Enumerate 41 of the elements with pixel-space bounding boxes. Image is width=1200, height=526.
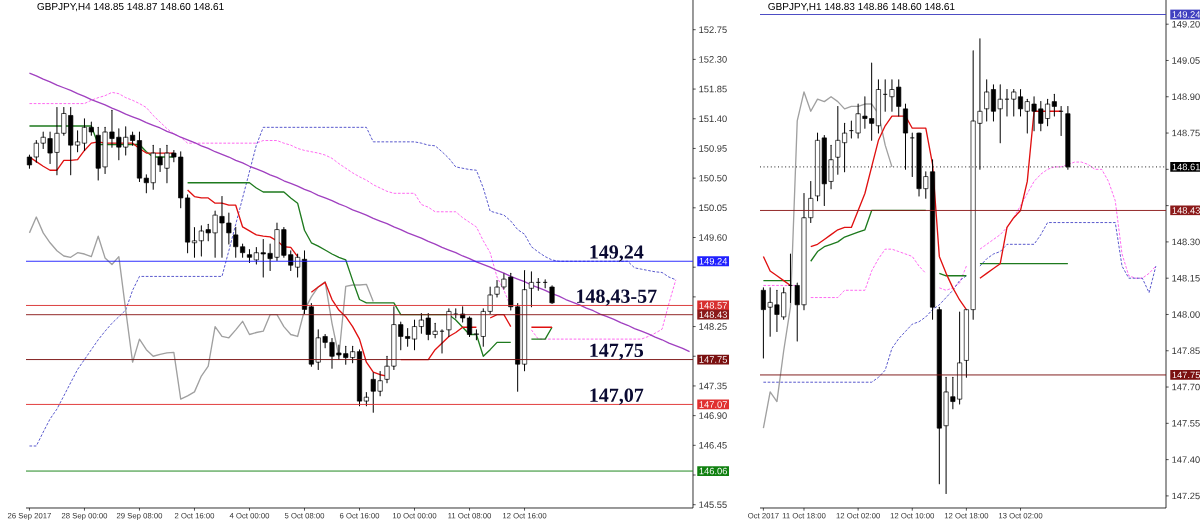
ref-line-label: 146.06 [699, 467, 727, 475]
y-tick-label: 149.05 [1172, 57, 1200, 64]
y-tick-label: 152.30 [699, 56, 727, 63]
y-tick-label: 150.50 [699, 174, 727, 182]
y-tick-label: 148.00 [1172, 311, 1200, 318]
ref-line-label: 147.07 [699, 401, 727, 408]
y-tick-label: 150.05 [699, 204, 727, 212]
y-tick-label: 147.85 [1172, 347, 1200, 355]
ref-line-label: 147.75 [699, 356, 728, 363]
y-tick-label: 149.60 [699, 234, 727, 241]
ref-line-label: 148.57 [699, 302, 727, 309]
ref-line-label: 149.24 [699, 257, 728, 265]
ref-line-label: 148.43 [699, 311, 727, 318]
annotation: 149,24 [590, 245, 644, 262]
y-tick-label: 148.25 [699, 323, 727, 330]
y-tick-label: 149.20 [1172, 20, 1200, 28]
y-tick-label: 147.25 [1172, 492, 1200, 500]
y-tick-label: 146.45 [699, 442, 727, 449]
ref-line-label: 149.24 [1172, 11, 1200, 18]
y-tick-label: 150.95 [699, 145, 727, 152]
y-tick-label: 145.55 [699, 501, 727, 508]
annotation: 147,75 [590, 343, 644, 360]
annotation: 147,07 [590, 388, 644, 405]
y-tick-label: 151.40 [699, 115, 727, 123]
y-tick-label: 148.75 [1172, 129, 1200, 137]
ref-line-label: 148.43 [1172, 207, 1200, 214]
y-tick-label: 147.40 [1172, 456, 1200, 463]
annotation: 148,43-57 [577, 289, 657, 306]
y-tick-label: 147.35 [699, 382, 727, 390]
y-tick-label: 148.30 [1172, 238, 1200, 246]
y-tick-label: 148.90 [1172, 93, 1200, 101]
ref-line-label: 148.61 [1172, 163, 1200, 171]
y-tick-label: 151.85 [699, 85, 727, 93]
y-tick-label: 148.15 [1172, 274, 1200, 282]
ref-line-label: 147.75 [1172, 371, 1200, 379]
y-tick-label: 146.90 [699, 412, 727, 419]
y-tick-label: 147.55 [1172, 420, 1200, 427]
chart-title: GBPJPY,H1 148.83 148.86 148.60 148.61 [768, 2, 955, 12]
y-tick-label: 152.75 [699, 26, 727, 33]
y-tick-label: 147.70 [1172, 383, 1200, 391]
chart-title: GBPJPY,H4 148.85 148.87 148.60 148.61 [37, 2, 224, 12]
